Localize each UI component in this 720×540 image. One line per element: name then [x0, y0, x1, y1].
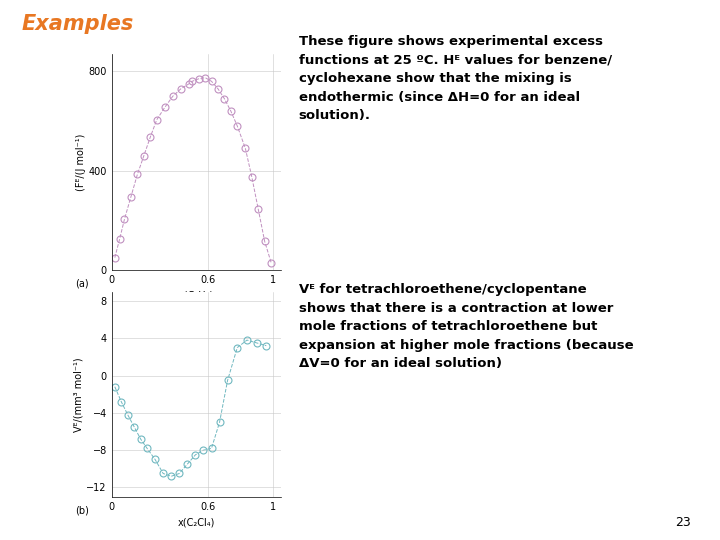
- X-axis label: x(C₆H₆): x(C₆H₆): [179, 291, 214, 300]
- Text: (b): (b): [76, 506, 89, 516]
- Text: Vᴱ for tetrachloroethene/cyclopentane
shows that there is a contraction at lower: Vᴱ for tetrachloroethene/cyclopentane sh…: [299, 284, 634, 370]
- Text: Examples: Examples: [22, 14, 134, 33]
- Y-axis label: Vᴱ/(mm³ mol⁻¹): Vᴱ/(mm³ mol⁻¹): [73, 357, 84, 431]
- X-axis label: x(C₂Cl₄): x(C₂Cl₄): [178, 517, 215, 527]
- Y-axis label: (Fᴱ/(J mol⁻¹): (Fᴱ/(J mol⁻¹): [76, 133, 86, 191]
- Text: (a): (a): [76, 278, 89, 288]
- Text: 23: 23: [675, 516, 691, 529]
- Text: These figure shows experimental excess
functions at 25 ºC. Hᴱ values for benzene: These figure shows experimental excess f…: [299, 35, 612, 122]
